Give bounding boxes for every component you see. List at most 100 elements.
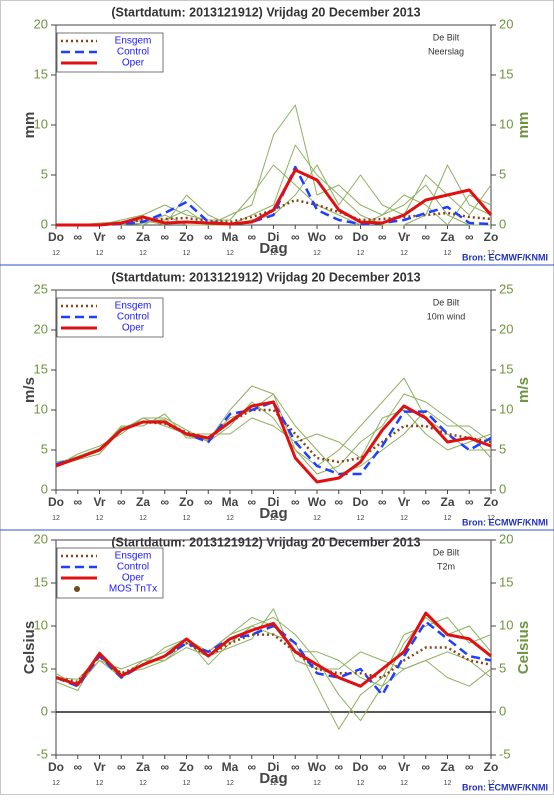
x-hour-label: 12 — [444, 515, 452, 522]
x-tick-label: Do — [48, 760, 64, 774]
x-tick-label: ∞ — [378, 495, 387, 509]
y-tick-label: 5 — [41, 660, 48, 675]
series-line — [55, 633, 492, 684]
x-tick-label: Ma — [222, 495, 239, 509]
x-tick-label: Za — [440, 230, 454, 244]
x-tick-label: ∞ — [421, 760, 430, 774]
legend-marker — [74, 586, 80, 592]
variable-label: T2m — [437, 561, 455, 571]
legend-label: Oper — [122, 323, 145, 334]
legend-label: Control — [117, 562, 149, 573]
x-tick-label: ∞ — [378, 760, 387, 774]
x-tick-label: Do — [353, 760, 369, 774]
station-label: De Bilt — [433, 297, 460, 307]
y2-tick-label: 0 — [499, 481, 506, 496]
y2-tick-label: 10 — [499, 617, 513, 632]
x-axis-label: Dag — [259, 770, 287, 787]
y2-tick-label: 20 — [499, 531, 513, 546]
y-axis-label: Celsius — [21, 621, 38, 674]
x-tick-label: ∞ — [204, 230, 213, 244]
x-tick-label: Zo — [484, 230, 499, 244]
x-tick-label: Za — [136, 760, 150, 774]
x-tick-label: ∞ — [160, 230, 169, 244]
x-tick-label: Wo — [308, 760, 326, 774]
x-hour-label: 12 — [96, 780, 104, 787]
y2-tick-label: 0 — [499, 703, 506, 718]
x-hour-label: 12 — [487, 250, 495, 257]
x-tick-label: Zo — [179, 760, 194, 774]
y2-tick-label: 10 — [499, 116, 513, 131]
y2-axis-label: mm — [515, 112, 532, 139]
x-tick-label: Za — [440, 495, 454, 509]
legend-label: Oper — [122, 573, 145, 584]
x-tick-label: Do — [48, 495, 64, 509]
y2-tick-label: 0 — [499, 216, 506, 231]
y-tick-label: 15 — [34, 574, 48, 589]
x-tick-label: Vr — [93, 230, 105, 244]
x-hour-label: 12 — [313, 515, 321, 522]
x-tick-label: Za — [440, 760, 454, 774]
x-tick-label: Za — [136, 230, 150, 244]
ensemble-member-line — [56, 164, 491, 226]
x-tick-label: ∞ — [247, 495, 256, 509]
legend-label: MOS TnTx — [109, 584, 157, 595]
station-label: De Bilt — [433, 32, 460, 42]
x-hour-label: 12 — [400, 250, 408, 257]
x-tick-label: ∞ — [291, 495, 300, 509]
chart-title: (Startdatum: 2013121912) Vrijdag 20 Dece… — [111, 535, 420, 549]
x-tick-label: Vr — [93, 495, 105, 509]
y-tick-label: 0 — [41, 481, 48, 496]
x-hour-label: 12 — [183, 780, 191, 787]
x-hour-label: 12 — [183, 250, 191, 257]
legend-label: Control — [117, 47, 149, 58]
x-hour-label: 12 — [313, 780, 321, 787]
series-line — [55, 400, 492, 476]
y2-tick-label: 25 — [499, 281, 513, 296]
x-tick-label: ∞ — [160, 495, 169, 509]
series-line — [56, 168, 493, 227]
y-tick-label: 15 — [34, 361, 48, 376]
y2-tick-label: 5 — [499, 660, 506, 675]
legend-label: Ensgem — [115, 551, 152, 562]
y2-tick-label: 15 — [499, 66, 513, 81]
x-hour-label: 12 — [139, 780, 147, 787]
chart-title: (Startdatum: 2013121912) Vrijdag 20 Dece… — [111, 5, 420, 19]
x-hour-label: 12 — [400, 780, 408, 787]
x-hour-label: 12 — [270, 780, 278, 787]
x-tick-label: Ma — [222, 230, 239, 244]
y2-tick-label: 5 — [499, 166, 506, 181]
y-tick-label: 20 — [34, 321, 48, 336]
x-tick-label: Vr — [398, 495, 410, 509]
x-tick-label: ∞ — [247, 760, 256, 774]
legend-label: Ensgem — [115, 301, 152, 312]
x-tick-label: Zo — [484, 760, 499, 774]
x-tick-label: Zo — [179, 495, 194, 509]
ensemble-member-line — [55, 385, 492, 475]
x-tick-label: ∞ — [465, 230, 474, 244]
y-axis-label: m/s — [21, 377, 38, 403]
x-tick-label: ∞ — [334, 495, 343, 509]
x-tick-label: ∞ — [334, 760, 343, 774]
y-tick-label: 10 — [34, 617, 48, 632]
x-tick-label: Za — [136, 495, 150, 509]
y2-tick-label: 20 — [499, 321, 513, 336]
y2-axis-label: Celsius — [515, 621, 532, 674]
x-tick-label: ∞ — [291, 760, 300, 774]
source-label: Bron: ECMWF/KNMI — [462, 782, 548, 792]
x-tick-label: ∞ — [247, 230, 256, 244]
x-tick-label: Wo — [308, 230, 326, 244]
x-hour-label: 12 — [270, 515, 278, 522]
x-tick-label: ∞ — [291, 230, 300, 244]
y2-tick-label: 15 — [499, 574, 513, 589]
x-hour-label: 12 — [444, 780, 452, 787]
x-hour-label: 12 — [52, 515, 60, 522]
y-tick-label: 5 — [41, 441, 48, 456]
y-tick-label: 5 — [41, 166, 48, 181]
x-hour-label: 12 — [96, 250, 104, 257]
x-tick-label: Di — [268, 760, 280, 774]
y-tick-label: 10 — [34, 401, 48, 416]
x-tick-label: ∞ — [73, 230, 82, 244]
x-tick-label: ∞ — [465, 760, 474, 774]
